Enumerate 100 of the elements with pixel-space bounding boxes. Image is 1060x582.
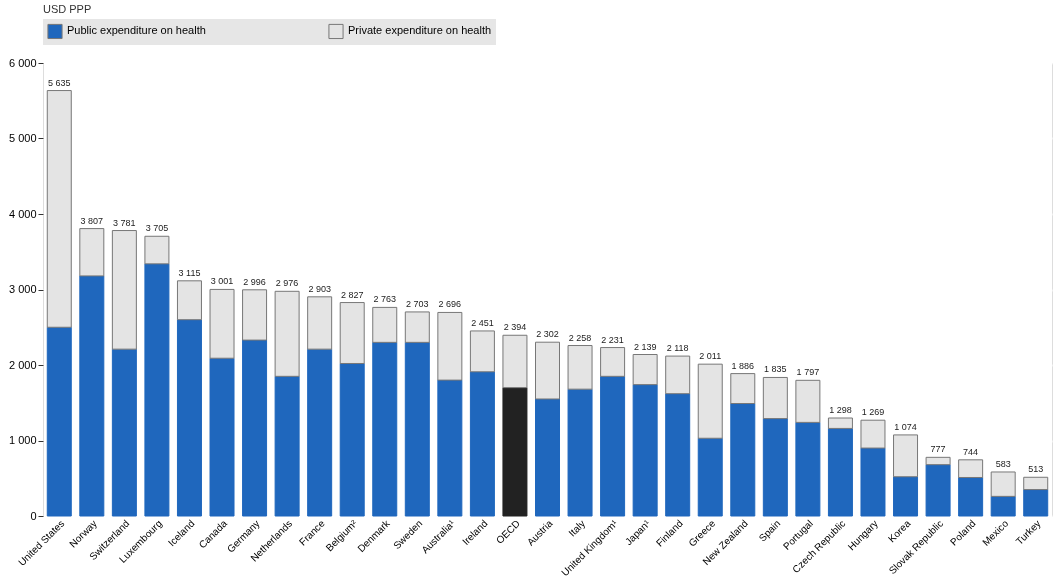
bar xyxy=(730,373,756,405)
bar xyxy=(79,275,105,517)
total-label: 2 903 xyxy=(308,283,331,294)
y-tick-label: 4 000 xyxy=(8,207,37,220)
y-tick-label: 6 000 xyxy=(8,56,37,69)
bar xyxy=(860,419,886,449)
total-label: 3 781 xyxy=(113,217,136,228)
y-tick-label: 0 xyxy=(30,509,37,522)
bar xyxy=(209,288,235,359)
bar xyxy=(111,348,137,517)
bar xyxy=(372,306,398,343)
total-label: 2 139 xyxy=(633,341,657,352)
legend-label: Public expenditure on health xyxy=(67,24,206,37)
bar xyxy=(242,339,268,517)
bar xyxy=(990,471,1016,497)
total-label: 1 886 xyxy=(731,360,755,371)
bar xyxy=(730,403,756,517)
bar xyxy=(437,311,463,381)
total-label: 513 xyxy=(1028,464,1044,475)
bar xyxy=(827,427,853,517)
total-label: 2 258 xyxy=(568,332,592,343)
total-label: 3 705 xyxy=(145,223,169,234)
bar xyxy=(762,376,788,420)
total-label: 583 xyxy=(995,458,1011,469)
total-label: 2 696 xyxy=(438,299,462,310)
bar xyxy=(274,375,300,517)
bar xyxy=(339,302,365,364)
bar xyxy=(46,326,72,517)
bar xyxy=(469,371,495,517)
total-label: 2 996 xyxy=(243,276,266,287)
total-label: 2 118 xyxy=(666,343,689,354)
total-label: 1 298 xyxy=(829,405,852,415)
total-label: 2 763 xyxy=(373,294,397,305)
bar xyxy=(925,464,951,517)
bar xyxy=(46,90,72,328)
total-label: 2 451 xyxy=(471,317,494,328)
bar xyxy=(990,495,1016,517)
bar xyxy=(242,289,268,341)
total-label: 2 976 xyxy=(275,278,299,289)
bar xyxy=(697,437,723,517)
bar xyxy=(893,476,919,517)
bar xyxy=(567,388,593,517)
total-label: 1 074 xyxy=(894,421,917,432)
bar xyxy=(176,319,202,517)
bar xyxy=(958,459,984,478)
bar xyxy=(632,354,658,386)
bar xyxy=(79,228,105,277)
bar xyxy=(535,398,560,517)
total-label: 1 835 xyxy=(764,364,787,375)
bar xyxy=(893,434,919,478)
bar xyxy=(404,341,430,517)
bar xyxy=(372,341,398,517)
bar xyxy=(632,384,658,517)
bar xyxy=(762,418,788,517)
total-label: 2 827 xyxy=(340,289,364,300)
total-label: 2 394 xyxy=(503,322,527,333)
y-axis-title: USD PPP xyxy=(43,3,92,15)
y-tick-label: 3 000 xyxy=(8,283,37,295)
total-label: 2 302 xyxy=(536,329,559,340)
bar xyxy=(697,363,723,439)
bar xyxy=(795,379,821,423)
legend-label: Private expenditure on health xyxy=(348,24,492,37)
bar xyxy=(209,357,235,517)
y-tick-label: 2 000 xyxy=(8,358,37,371)
y-tick-label: 1 000 xyxy=(8,434,37,446)
bar xyxy=(535,341,560,400)
bar xyxy=(502,334,528,389)
bar xyxy=(860,447,886,517)
bar xyxy=(567,345,593,390)
total-label: 777 xyxy=(930,444,946,455)
bar xyxy=(404,311,430,343)
bar xyxy=(795,421,821,517)
total-label: 744 xyxy=(963,446,979,457)
bar xyxy=(958,477,984,517)
bar xyxy=(274,290,300,377)
bar xyxy=(502,387,528,517)
bar xyxy=(1023,476,1049,491)
total-label: 2 231 xyxy=(601,334,624,345)
y-tick-label: 5 000 xyxy=(8,132,37,144)
total-label: 2 703 xyxy=(406,298,429,309)
x-tick-label: Italy xyxy=(566,517,588,539)
bar xyxy=(144,263,170,517)
bar xyxy=(925,456,951,466)
total-label: 5 635 xyxy=(48,77,71,88)
bar xyxy=(144,235,170,265)
bar xyxy=(1023,489,1049,517)
total-label: 3 115 xyxy=(178,267,201,278)
bar xyxy=(339,362,365,517)
bar xyxy=(469,330,495,373)
bar xyxy=(827,417,853,429)
bar xyxy=(665,355,691,395)
total-label: 3 001 xyxy=(210,276,234,287)
total-label: 3 807 xyxy=(80,215,104,226)
bar xyxy=(600,375,626,517)
bar xyxy=(307,348,333,517)
bar xyxy=(111,230,137,350)
total-label: 1 269 xyxy=(861,407,885,418)
bar xyxy=(176,280,202,321)
bar xyxy=(600,347,626,377)
bar xyxy=(665,393,691,517)
